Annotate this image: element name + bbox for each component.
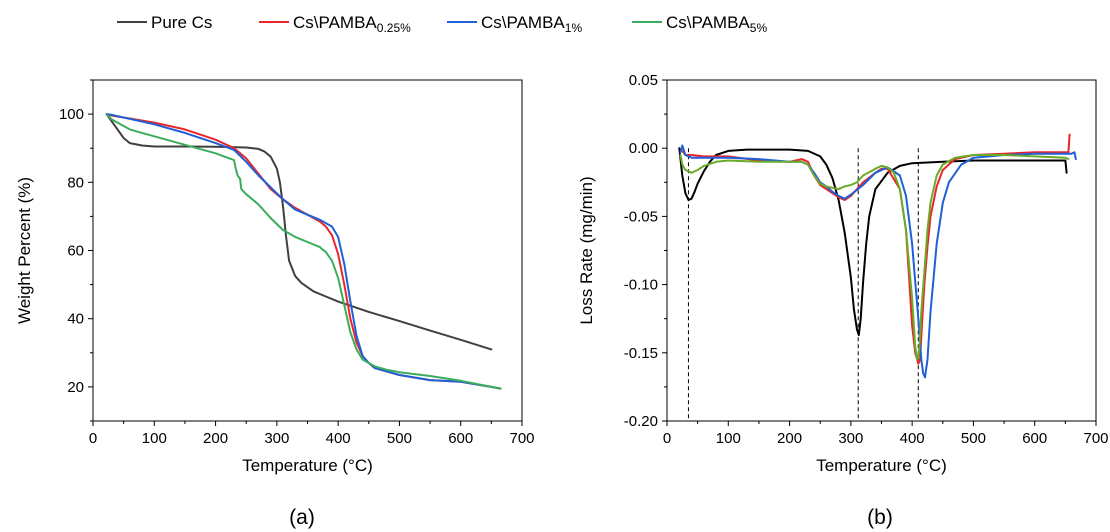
y-tick-label: 20 — [67, 379, 84, 396]
x-axis-title: Temperature (°C) — [242, 456, 373, 475]
panel-caption: (a) — [289, 506, 315, 529]
legend-label-subscript: 1% — [565, 21, 583, 35]
legend-label-text: Pure Cs — [151, 13, 212, 32]
series-line-3 — [105, 113, 502, 390]
chart-panel-a: 0 100 200 300 400 500 600 700 20 40 60 80 100 Tempera… — [15, 79, 535, 529]
series-line-0 — [105, 113, 493, 351]
y-tick-label: 80 — [67, 174, 84, 191]
legend-label-text: Cs\PAMBA — [481, 13, 565, 32]
legend-label-text: Cs\PAMBA — [666, 13, 750, 32]
x-tick-label: 300 — [264, 430, 289, 447]
y-tick-label: -0.20 — [624, 413, 658, 430]
y-tick-label: 100 — [59, 106, 84, 123]
x-tick-label: 500 — [387, 430, 412, 447]
x-tick-label: 100 — [142, 430, 167, 447]
x-tick-label: 200 — [777, 430, 802, 447]
x-tick-label: 100 — [716, 430, 741, 447]
x-tick-label: 400 — [326, 430, 351, 447]
y-tick-label: 60 — [67, 243, 84, 260]
panel-caption: (b) — [867, 506, 893, 529]
y-tick-label: 0.05 — [629, 72, 658, 89]
legend-label-0: Pure Cs — [151, 13, 212, 32]
x-axis-title: Temperature (°C) — [816, 456, 947, 475]
chart-panel-b: 0 100 200 300 400 500 600 700 -0.20 -0.15 -0.10 -0.… — [577, 72, 1109, 529]
series-line-0 — [678, 147, 1068, 337]
x-tick-label: 600 — [1022, 430, 1047, 447]
y-tick-label: -0.10 — [624, 277, 658, 294]
x-tick-label: 400 — [900, 430, 925, 447]
series-line-1 — [105, 113, 502, 390]
x-tick-label: 700 — [1083, 430, 1108, 447]
x-tick-label: 600 — [448, 430, 473, 447]
x-tick-label: 500 — [961, 430, 986, 447]
y-axis-title: Loss Rate (mg/min) — [577, 176, 596, 324]
x-tick-label: 700 — [509, 430, 534, 447]
legend-label-subscript: 5% — [750, 21, 768, 35]
x-tick-label: 200 — [203, 430, 228, 447]
y-tick-label: -0.05 — [624, 208, 658, 225]
series-line-2 — [679, 144, 1077, 379]
x-tick-label: 300 — [838, 430, 863, 447]
x-tick-label: 0 — [663, 430, 671, 447]
series-line-3 — [679, 154, 1070, 361]
y-tick-label: 40 — [67, 311, 84, 328]
legend-label-2: Cs\PAMBA1% — [481, 13, 582, 35]
plot-frame — [92, 79, 523, 422]
y-tick-label: 0.00 — [629, 140, 658, 157]
y-tick-label: -0.15 — [624, 345, 658, 362]
legend: Pure Cs Cs\PAMBA0.25% Cs\PAMBA1% Cs\PAMBA5% — [117, 13, 767, 35]
series-line-2 — [105, 113, 502, 390]
legend-label-text: Cs\PAMBA — [293, 13, 377, 32]
x-tick-label: 0 — [89, 430, 97, 447]
legend-label-1: Cs\PAMBA0.25% — [293, 13, 411, 35]
legend-label-subscript: 0.25% — [377, 21, 411, 35]
y-axis-title: Weight Percent (%) — [15, 177, 34, 324]
legend-label-3: Cs\PAMBA5% — [666, 13, 767, 35]
plot-frame — [666, 79, 1097, 422]
